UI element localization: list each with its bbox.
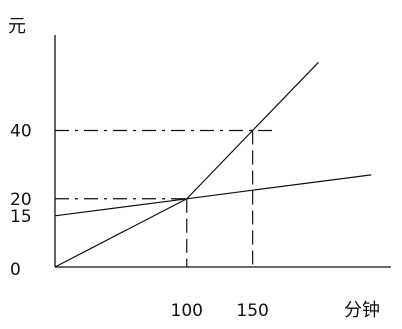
- y-axis-label: 元: [8, 16, 26, 37]
- origin-label: 0: [10, 260, 21, 280]
- y-tick-label-40: 40: [10, 122, 32, 142]
- x-axis-label: 分钟: [344, 300, 380, 321]
- y-tick-label-20: 20: [10, 190, 32, 210]
- series-line-2: [54, 174, 372, 217]
- x-tick-label-150: 150: [236, 301, 268, 321]
- series-line-1: [54, 61, 319, 268]
- axes: [54, 35, 391, 268]
- y-tick-label-15: 15: [10, 207, 32, 227]
- reference-lines: [55, 129, 273, 267]
- series-layer: [54, 61, 372, 268]
- x-tick-label-100: 100: [171, 301, 203, 321]
